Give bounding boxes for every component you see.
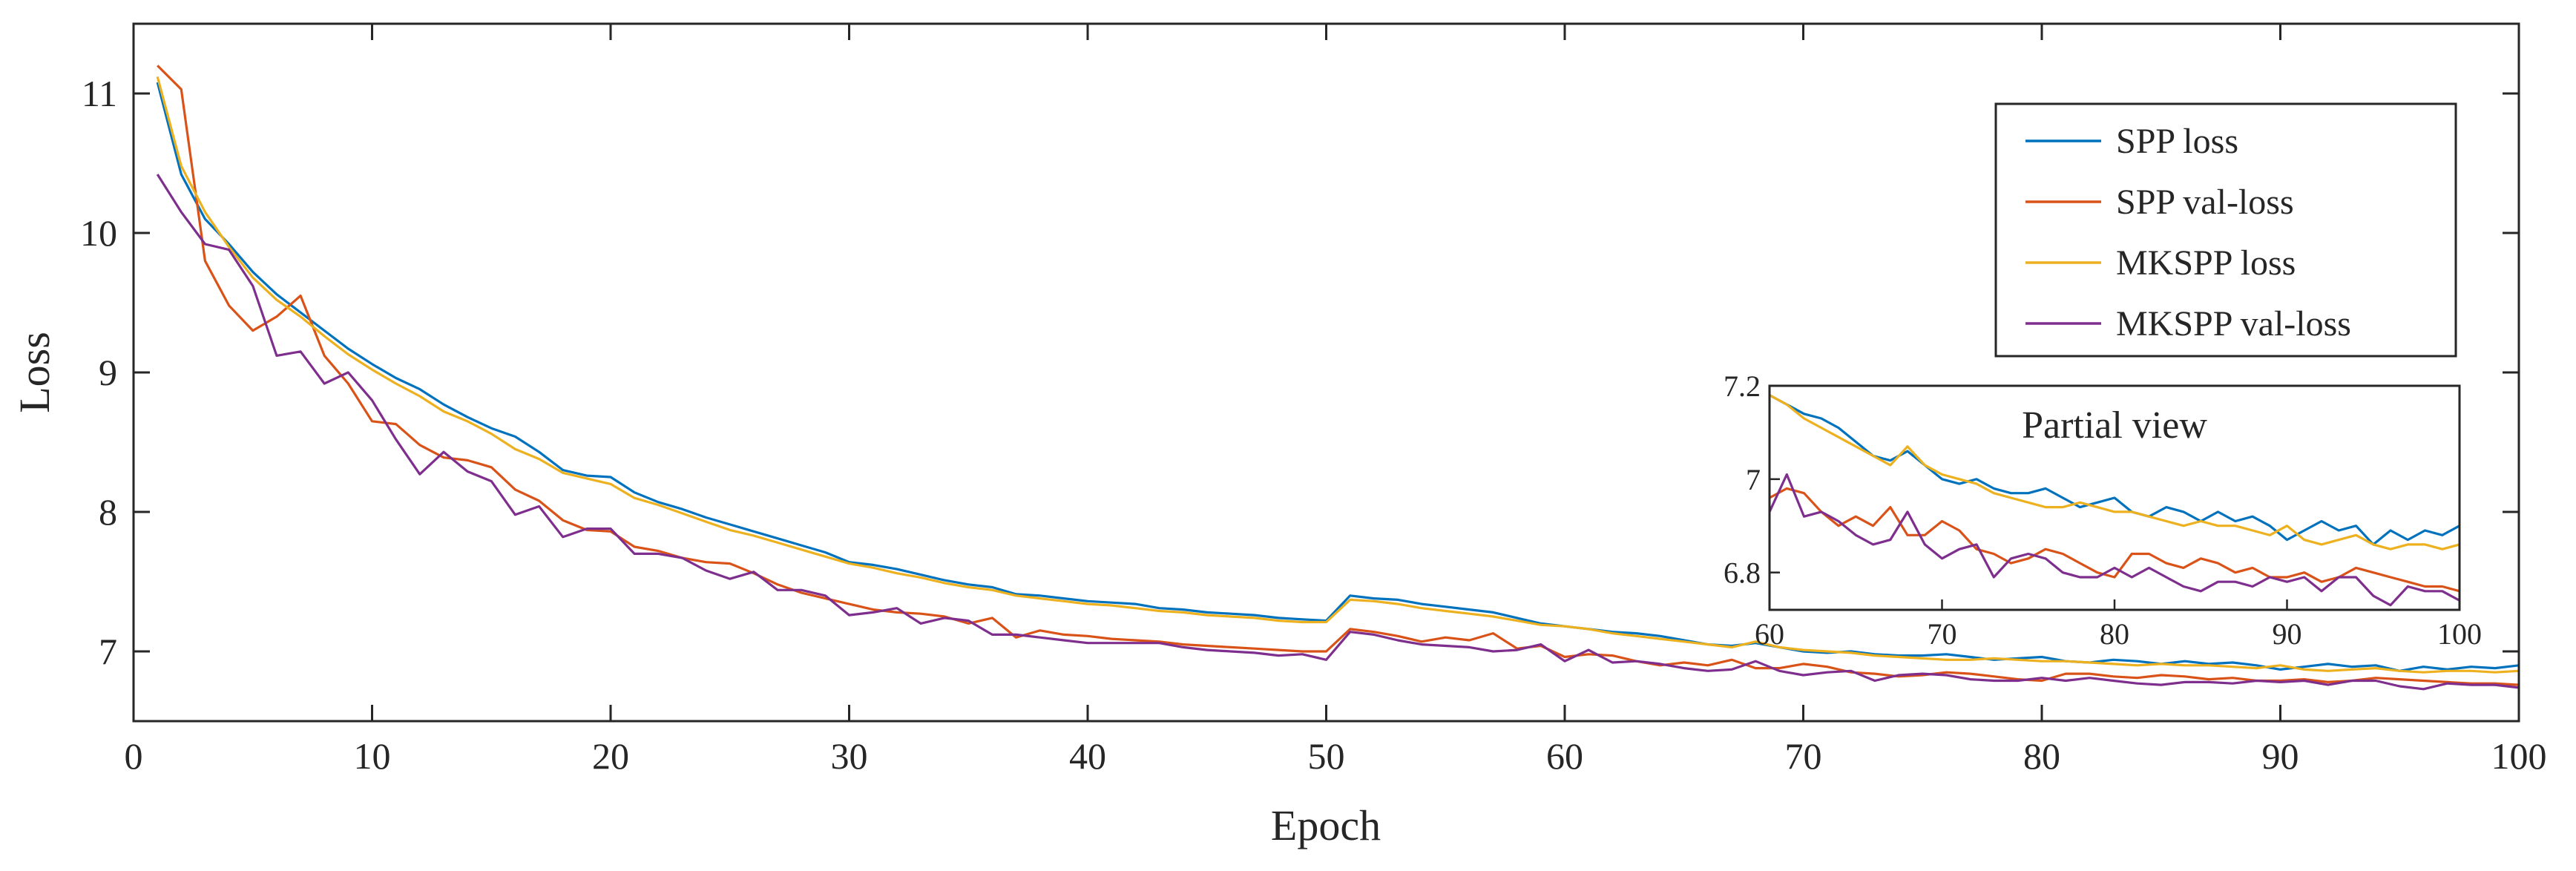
y-tick-label: 10 [80, 212, 117, 254]
x-axis-label: Epoch [1271, 801, 1381, 849]
inset-series-line-0 [1769, 394, 2460, 546]
x-tick-label: 70 [1785, 735, 1822, 777]
inset-x-tick-label: 60 [1755, 617, 1784, 651]
inset-y-tick-label: 7.2 [1724, 369, 1761, 403]
main-plot-lines [156, 65, 2520, 691]
inset-axis-ticks: 60 70 80 90 100 6.8 7 7.2 [1724, 369, 2482, 651]
inset-y-tick-label: 7 [1746, 463, 1761, 496]
inset-x-tick-label: 90 [2273, 617, 2302, 651]
inset-plot-lines [1768, 394, 2460, 607]
x-tick-label: 30 [831, 735, 868, 777]
inset-title: Partial view [2022, 404, 2207, 447]
series-line-2 [156, 76, 2520, 674]
inset-x-tick-label: 100 [2437, 617, 2482, 651]
inset-y-tick-label: 6.8 [1724, 556, 1761, 590]
main-plot-frame [132, 22, 2520, 723]
x-tick-label: 10 [354, 735, 391, 777]
main-axis-ticks: 0 10 20 30 40 50 60 70 80 90 100 7 8 9 10 11 [80, 24, 2547, 777]
legend-entries: SPP loss SPP val-loss MKSPP loss MKSPP val-… [2025, 122, 2351, 344]
inset-x-tick-label: 70 [1928, 617, 1957, 651]
inset-frame [1768, 384, 2461, 611]
x-tick-label: 90 [2262, 735, 2299, 777]
legend-box [1994, 102, 2457, 358]
y-axis-label: Loss [10, 332, 59, 413]
x-tick-label: 40 [1069, 735, 1106, 777]
x-tick-label: 80 [2023, 735, 2060, 777]
x-tick-label: 20 [592, 735, 629, 777]
y-tick-label: 7 [99, 631, 117, 672]
inset-series-line-3 [1768, 473, 2460, 607]
inset-view: 60 70 80 90 100 6.8 7 7.2 Partial view [1724, 369, 2482, 651]
x-tick-label: 50 [1308, 735, 1345, 777]
inset-series-line-1 [1769, 487, 2460, 593]
legend: SPP loss SPP val-loss MKSPP loss MKSPP val-… [1994, 102, 2457, 358]
x-tick-label: 60 [1546, 735, 1583, 777]
series-line-1 [157, 65, 2520, 686]
legend-label: SPP loss [2116, 122, 2238, 161]
legend-label: SPP val-loss [2116, 183, 2294, 222]
y-tick-label: 11 [82, 73, 117, 114]
x-tick-label: 0 [125, 735, 143, 777]
y-tick-label: 8 [99, 491, 117, 533]
inset-series-line-2 [1769, 394, 2460, 550]
inset-x-tick-label: 80 [2100, 617, 2129, 651]
series-line-0 [156, 82, 2520, 672]
legend-label: MKSPP val-loss [2116, 304, 2351, 344]
y-tick-label: 9 [99, 352, 117, 393]
legend-label: MKSPP loss [2116, 243, 2296, 283]
series-line-3 [156, 174, 2520, 691]
x-tick-label: 100 [2491, 735, 2547, 777]
